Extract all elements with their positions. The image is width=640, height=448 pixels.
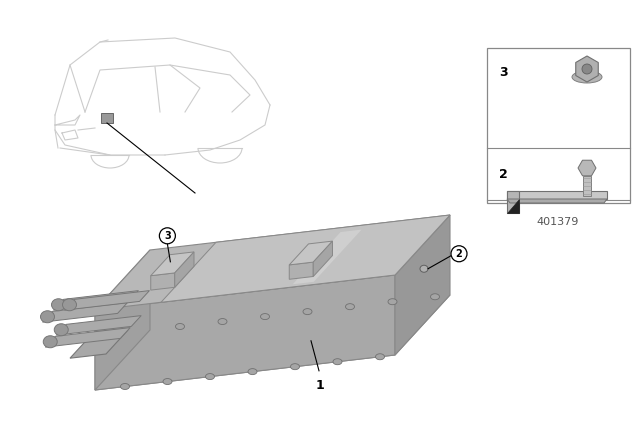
Polygon shape	[395, 215, 450, 355]
Polygon shape	[101, 113, 113, 123]
Ellipse shape	[388, 299, 397, 305]
Polygon shape	[54, 291, 138, 310]
Text: 2: 2	[456, 249, 462, 259]
Ellipse shape	[218, 319, 227, 324]
Circle shape	[451, 246, 467, 262]
Ellipse shape	[303, 309, 312, 314]
Ellipse shape	[248, 369, 257, 375]
Ellipse shape	[51, 299, 65, 311]
Polygon shape	[507, 199, 607, 203]
Polygon shape	[65, 291, 150, 310]
Polygon shape	[70, 330, 128, 358]
Ellipse shape	[175, 323, 184, 329]
Polygon shape	[95, 215, 450, 310]
Polygon shape	[42, 302, 127, 322]
Polygon shape	[289, 262, 313, 279]
Ellipse shape	[431, 294, 440, 300]
Polygon shape	[95, 275, 395, 390]
Ellipse shape	[54, 324, 68, 336]
Ellipse shape	[163, 379, 172, 384]
Ellipse shape	[420, 265, 428, 272]
Ellipse shape	[120, 383, 129, 389]
Text: 2: 2	[499, 168, 508, 181]
Polygon shape	[313, 241, 333, 276]
Ellipse shape	[63, 299, 77, 311]
Polygon shape	[45, 327, 130, 347]
Polygon shape	[507, 191, 519, 213]
Ellipse shape	[40, 311, 54, 323]
Polygon shape	[95, 295, 450, 390]
Ellipse shape	[291, 364, 300, 370]
Ellipse shape	[376, 354, 385, 360]
Ellipse shape	[205, 374, 214, 379]
Circle shape	[159, 228, 175, 244]
Ellipse shape	[572, 71, 602, 83]
Text: 3: 3	[499, 66, 508, 79]
Polygon shape	[507, 199, 519, 213]
Polygon shape	[95, 250, 150, 390]
Ellipse shape	[260, 314, 269, 319]
Polygon shape	[151, 252, 194, 276]
Polygon shape	[487, 48, 630, 203]
Polygon shape	[292, 229, 362, 284]
Ellipse shape	[44, 336, 57, 348]
Polygon shape	[151, 273, 175, 290]
Circle shape	[582, 64, 592, 74]
Text: 1: 1	[316, 379, 324, 392]
Polygon shape	[56, 315, 141, 335]
Text: 3: 3	[164, 231, 171, 241]
Polygon shape	[507, 191, 607, 199]
Polygon shape	[289, 241, 333, 265]
Ellipse shape	[333, 359, 342, 365]
Polygon shape	[161, 215, 450, 302]
Polygon shape	[175, 252, 194, 287]
Polygon shape	[583, 176, 591, 196]
Text: 401379: 401379	[537, 217, 579, 227]
Ellipse shape	[346, 304, 355, 310]
